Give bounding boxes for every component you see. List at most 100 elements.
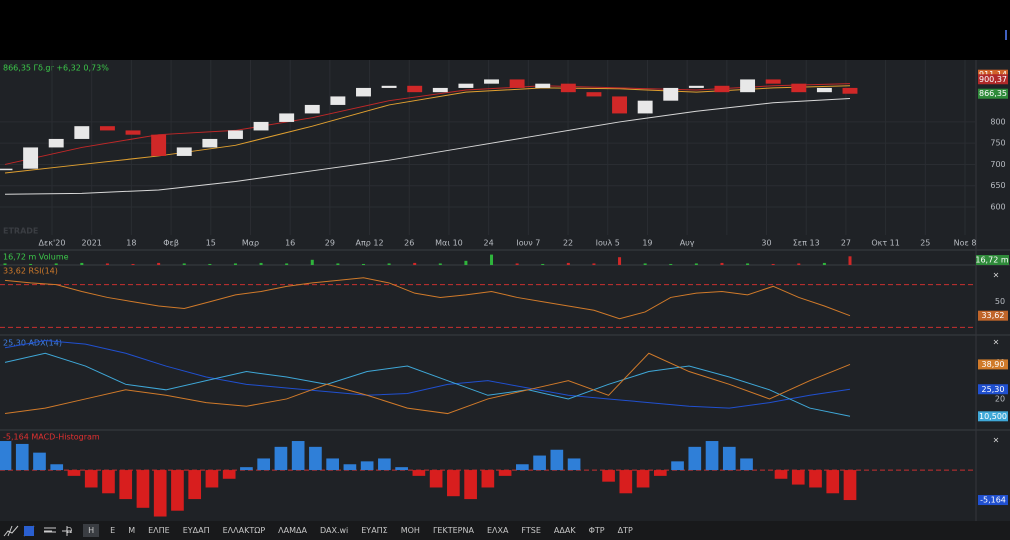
symbol-button[interactable]: Μ bbox=[128, 526, 136, 535]
rsi-label: 33,62 RSI(14) bbox=[3, 267, 58, 276]
close-icon[interactable]: × bbox=[993, 338, 1000, 347]
histogram-bar bbox=[843, 470, 857, 501]
candle bbox=[791, 83, 807, 93]
adx-badge-label: 38,90 bbox=[982, 360, 1005, 369]
x-tick-label: 16 bbox=[285, 239, 295, 248]
candle bbox=[612, 96, 628, 114]
top-band bbox=[0, 0, 1010, 60]
candle bbox=[304, 104, 320, 114]
adx-badge bbox=[978, 384, 1008, 395]
symbol-button[interactable]: ΛΑΜΔΑ bbox=[278, 526, 307, 535]
moving-average bbox=[4, 83, 851, 165]
right-icons bbox=[3, 525, 72, 537]
histogram-bar bbox=[205, 470, 219, 488]
histogram-bar bbox=[171, 470, 184, 511]
candle bbox=[765, 79, 781, 84]
volume-bar bbox=[387, 263, 391, 265]
volume-bar bbox=[464, 260, 468, 265]
histogram-bar bbox=[153, 470, 167, 517]
candle bbox=[842, 87, 858, 94]
histogram-bar bbox=[136, 470, 150, 508]
histogram-bar bbox=[274, 446, 288, 471]
candle bbox=[586, 92, 602, 97]
y-tick-label: 750 bbox=[990, 139, 1005, 148]
candle bbox=[74, 126, 90, 139]
candle bbox=[381, 85, 397, 88]
x-tick-label: Ιουλ 5 bbox=[596, 239, 620, 248]
chart-type-icon[interactable] bbox=[3, 525, 19, 537]
volume-bar bbox=[822, 262, 826, 265]
y-tick-label: 20 bbox=[995, 394, 1005, 403]
candle bbox=[0, 168, 13, 171]
macd-badge bbox=[978, 495, 1008, 506]
histogram-bar bbox=[740, 458, 753, 471]
symbol-button[interactable]: ΕΛΧΑ bbox=[486, 526, 509, 535]
symbol-button[interactable]: ΦΤΡ bbox=[588, 526, 605, 535]
symbol-button[interactable]: ΕΥΑΠΣ bbox=[361, 526, 388, 535]
x-tick-label: 27 bbox=[841, 239, 851, 248]
histogram-bar bbox=[84, 470, 98, 488]
cursor-icon[interactable] bbox=[7, 525, 13, 537]
symbol-button[interactable]: ΑΔΑΚ bbox=[553, 526, 576, 535]
symbol-button[interactable]: Ε bbox=[110, 526, 116, 535]
symbol-button[interactable]: FTSE bbox=[521, 526, 541, 535]
y-tick-label: 50 bbox=[995, 297, 1005, 306]
volume-bar bbox=[310, 259, 314, 265]
volume-bar bbox=[771, 263, 775, 265]
rsi-line bbox=[4, 277, 851, 320]
x-tick-label: Νοε 8 bbox=[954, 239, 977, 248]
x-tick-label: Φεβ bbox=[163, 239, 179, 248]
symbol-button[interactable]: Η bbox=[83, 524, 100, 537]
volume-bar bbox=[105, 263, 109, 265]
candle bbox=[458, 83, 474, 88]
volume-bar bbox=[29, 263, 33, 265]
volume-bar bbox=[54, 263, 58, 265]
x-tick-label: Μαι 10 bbox=[435, 239, 463, 248]
candle bbox=[637, 100, 653, 114]
symbol-button[interactable]: ΕΥΔΑΠ bbox=[182, 526, 210, 535]
symbol-button[interactable]: ΔΤΡ bbox=[617, 526, 633, 535]
histogram-bar bbox=[0, 441, 12, 471]
histogram-bar bbox=[498, 470, 512, 476]
symbol-button[interactable]: ΕΛΛΑΚΤΩΡ bbox=[222, 526, 266, 535]
adx-badge-label: 10,500 bbox=[979, 412, 1007, 421]
volume-bar bbox=[592, 263, 596, 265]
candle bbox=[432, 87, 448, 93]
candle bbox=[279, 113, 295, 122]
histogram-bar bbox=[481, 470, 495, 488]
histogram-bar bbox=[291, 441, 305, 471]
symbol-button[interactable]: ΜΟΗ bbox=[400, 526, 420, 535]
volume-bar bbox=[336, 263, 340, 265]
candle bbox=[663, 87, 679, 101]
candle bbox=[714, 85, 730, 93]
histogram-bar bbox=[688, 446, 702, 471]
histogram-bar bbox=[429, 470, 443, 488]
symbol-button[interactable]: ΓΕΚΤΕΡΝΑ bbox=[432, 526, 474, 535]
candle bbox=[509, 79, 525, 88]
candle bbox=[23, 147, 39, 169]
symbol-button[interactable]: ΕΛΠΕ bbox=[148, 526, 170, 535]
adx-line bbox=[4, 339, 851, 409]
close-icon[interactable]: × bbox=[993, 271, 1000, 280]
volume-bar bbox=[848, 256, 852, 265]
candle bbox=[535, 83, 551, 88]
histogram-bar bbox=[15, 443, 29, 471]
candle bbox=[48, 138, 64, 148]
toolbar: ΩΗΕΜΕΛΠΕΕΥΔΑΠΕΛΛΑΚΤΩΡΛΑΜΔΑDAX.wiΕΥΑΠΣΜΟΗ… bbox=[0, 521, 1010, 540]
volume-bar bbox=[438, 263, 442, 265]
candle bbox=[740, 79, 756, 93]
x-tick-label: 15 bbox=[206, 239, 216, 248]
histogram-bar bbox=[464, 470, 477, 500]
close-icon[interactable]: × bbox=[993, 436, 1000, 445]
settings-icon[interactable] bbox=[24, 526, 34, 536]
y-tick-label: 600 bbox=[990, 202, 1005, 211]
symbol-button[interactable]: DAX.wi bbox=[319, 526, 349, 535]
x-tick-label: Οκτ 11 bbox=[871, 239, 900, 248]
volume-bar bbox=[618, 257, 622, 265]
histogram-bar bbox=[67, 470, 81, 476]
rsi-badge bbox=[978, 310, 1008, 321]
histogram-bar bbox=[550, 449, 564, 471]
x-tick-label: Μαρ bbox=[242, 239, 259, 248]
histogram-bar bbox=[257, 458, 271, 471]
